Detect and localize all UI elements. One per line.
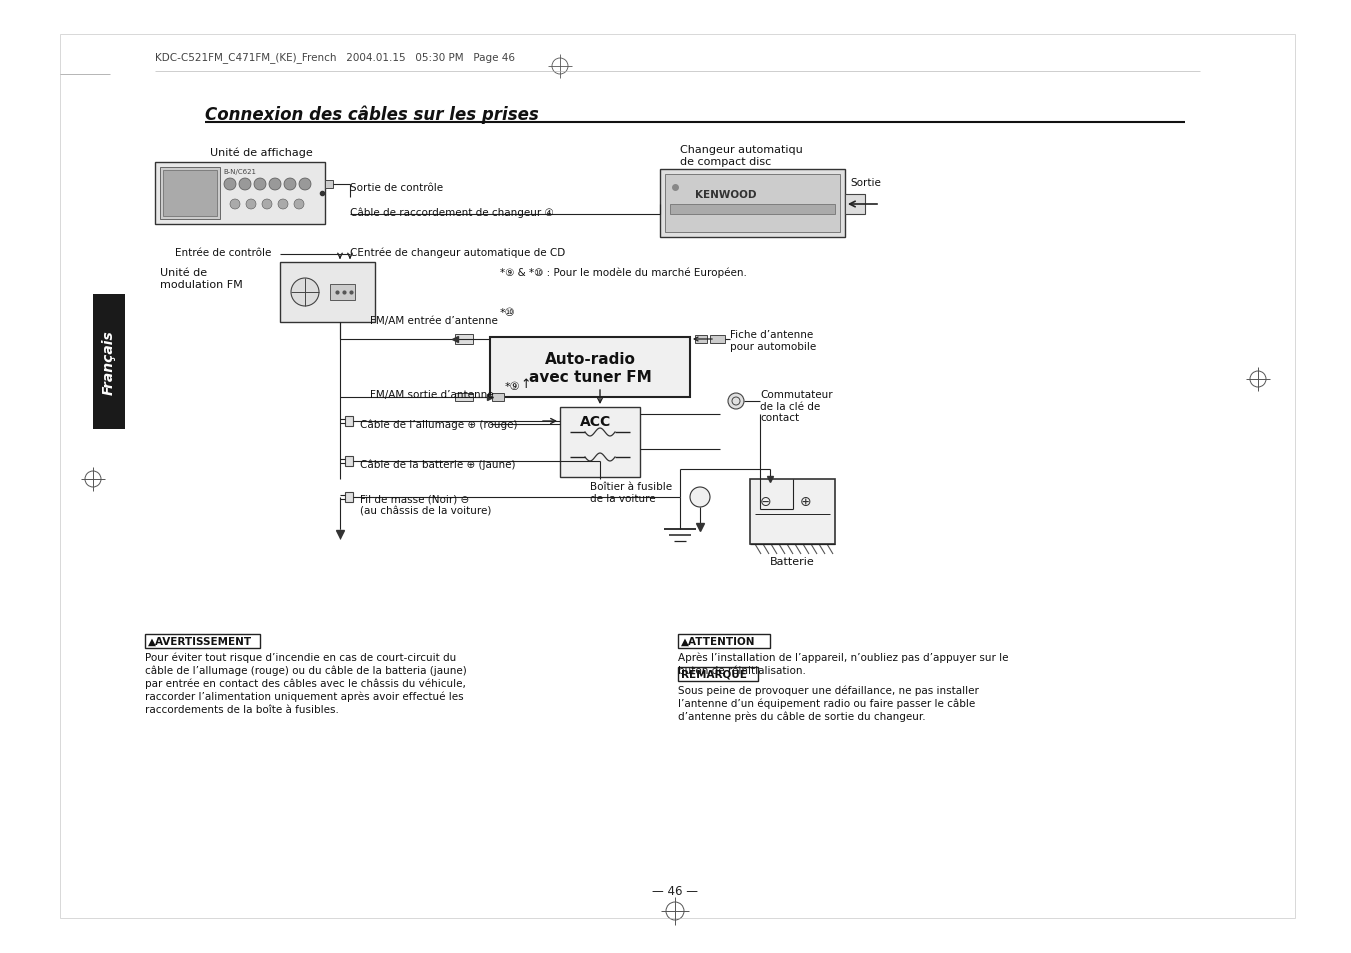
Text: Fiche d’antenne
pour automobile: Fiche d’antenne pour automobile xyxy=(730,330,816,352)
Text: avec tuner FM: avec tuner FM xyxy=(528,370,651,385)
Bar xyxy=(750,479,835,544)
Bar xyxy=(455,335,473,345)
Text: Sortie de contrôle: Sortie de contrôle xyxy=(350,183,443,193)
Bar xyxy=(159,168,220,220)
Text: l’antenne d’un équipement radio ou faire passer le câble: l’antenne d’un équipement radio ou faire… xyxy=(678,699,975,709)
Bar xyxy=(330,285,355,301)
Text: KDC-C521FM_C471FM_(KE)_French   2004.01.15   05:30 PM   Page 46: KDC-C521FM_C471FM_(KE)_French 2004.01.15… xyxy=(155,52,515,63)
Circle shape xyxy=(254,179,266,191)
Bar xyxy=(678,635,770,648)
Circle shape xyxy=(690,488,711,507)
Circle shape xyxy=(290,278,319,307)
Text: KENWOOD: KENWOOD xyxy=(694,190,757,200)
Text: B-N/C621: B-N/C621 xyxy=(223,169,255,174)
Text: Français: Français xyxy=(101,330,116,395)
Bar xyxy=(163,171,218,216)
Bar xyxy=(155,163,326,225)
Text: *⑩: *⑩ xyxy=(500,308,516,317)
Bar xyxy=(670,205,835,214)
Text: CEntrée de changeur automatique de CD: CEntrée de changeur automatique de CD xyxy=(350,248,565,258)
Bar xyxy=(345,456,353,467)
Text: d’antenne près du câble de sortie du changeur.: d’antenne près du câble de sortie du cha… xyxy=(678,711,925,721)
Text: par entrée en contact des câbles avec le châssis du véhicule,: par entrée en contact des câbles avec le… xyxy=(145,679,466,689)
Circle shape xyxy=(239,179,251,191)
Text: FM/AM sortie d’antenne: FM/AM sortie d’antenne xyxy=(370,390,493,399)
Circle shape xyxy=(284,179,296,191)
Text: Connexion des câbles sur les prises: Connexion des câbles sur les prises xyxy=(205,105,539,123)
Text: *⑨ & *⑩ : Pour le modèle du marché Européen.: *⑨ & *⑩ : Pour le modèle du marché Europ… xyxy=(500,268,747,278)
Circle shape xyxy=(246,200,255,210)
Text: ⊖: ⊖ xyxy=(761,495,771,509)
Text: Boîtier à fusible
de la voiture: Boîtier à fusible de la voiture xyxy=(590,481,673,503)
Text: Commutateur
de la clé de
contact: Commutateur de la clé de contact xyxy=(761,390,832,423)
Text: Unité de
modulation FM: Unité de modulation FM xyxy=(159,268,243,290)
Bar xyxy=(661,170,844,237)
Text: ↑: ↑ xyxy=(520,377,531,391)
Bar xyxy=(455,394,473,401)
Circle shape xyxy=(269,179,281,191)
Text: Fil de masse (Noir) ⊖
(au châssis de la voiture): Fil de masse (Noir) ⊖ (au châssis de la … xyxy=(359,495,492,517)
Text: Sortie: Sortie xyxy=(850,178,881,188)
Bar xyxy=(561,408,640,477)
Text: Pour éviter tout risque d’incendie en cas de court-circuit du: Pour éviter tout risque d’incendie en ca… xyxy=(145,652,457,662)
Bar xyxy=(711,335,725,344)
Bar xyxy=(145,635,259,648)
Text: Auto-radio: Auto-radio xyxy=(544,352,635,367)
Text: FM/AM entrée d’antenne: FM/AM entrée d’antenne xyxy=(370,315,499,326)
Text: Changeur automatiqu
de compact disc: Changeur automatiqu de compact disc xyxy=(680,145,802,167)
Text: Entrée de contrôle: Entrée de contrôle xyxy=(176,248,272,257)
Text: raccordements de la boîte à fusibles.: raccordements de la boîte à fusibles. xyxy=(145,704,339,714)
Bar xyxy=(326,181,332,189)
Text: ⊕: ⊕ xyxy=(800,495,812,509)
Circle shape xyxy=(278,200,288,210)
Bar xyxy=(345,493,353,502)
Text: ▲AVERTISSEMENT: ▲AVERTISSEMENT xyxy=(149,636,253,646)
Circle shape xyxy=(299,179,311,191)
Bar xyxy=(694,335,707,344)
Circle shape xyxy=(728,394,744,410)
Text: Sous peine de provoquer une défaillance, ne pas installer: Sous peine de provoquer une défaillance,… xyxy=(678,685,979,696)
Text: ▲ATTENTION: ▲ATTENTION xyxy=(681,636,755,646)
Bar xyxy=(490,337,690,397)
Text: raccorder l’alimentation uniquement après avoir effectué les: raccorder l’alimentation uniquement aprè… xyxy=(145,691,463,701)
Circle shape xyxy=(224,179,236,191)
Circle shape xyxy=(295,200,304,210)
Bar xyxy=(93,294,126,430)
Bar xyxy=(844,194,865,214)
Text: Unité de affichage: Unité de affichage xyxy=(209,148,312,158)
Circle shape xyxy=(262,200,272,210)
Text: buton de réinitialisation.: buton de réinitialisation. xyxy=(678,665,807,676)
Text: Câble de raccordement de changeur ④: Câble de raccordement de changeur ④ xyxy=(350,208,554,218)
Text: REMARQUE: REMARQUE xyxy=(681,669,747,679)
Text: câble de l’allumage (rouge) ou du câble de la batteria (jaune): câble de l’allumage (rouge) ou du câble … xyxy=(145,665,466,676)
Text: Batterie: Batterie xyxy=(770,557,815,566)
Text: — 46 —: — 46 — xyxy=(653,884,698,897)
Text: Après l’installation de l’appareil, n’oubliez pas d’appuyer sur le: Après l’installation de l’appareil, n’ou… xyxy=(678,652,1008,662)
Text: ACC: ACC xyxy=(580,415,611,429)
Text: Câble de l’allumage ⊕ (rouge): Câble de l’allumage ⊕ (rouge) xyxy=(359,419,517,430)
Bar xyxy=(678,667,758,681)
Bar xyxy=(665,174,840,233)
Circle shape xyxy=(230,200,240,210)
Bar xyxy=(280,263,376,323)
Text: *⑨: *⑨ xyxy=(505,381,520,392)
Bar xyxy=(492,394,504,401)
Bar xyxy=(345,416,353,427)
Text: Câble de la batterie ⊕ (jaune): Câble de la batterie ⊕ (jaune) xyxy=(359,459,516,470)
